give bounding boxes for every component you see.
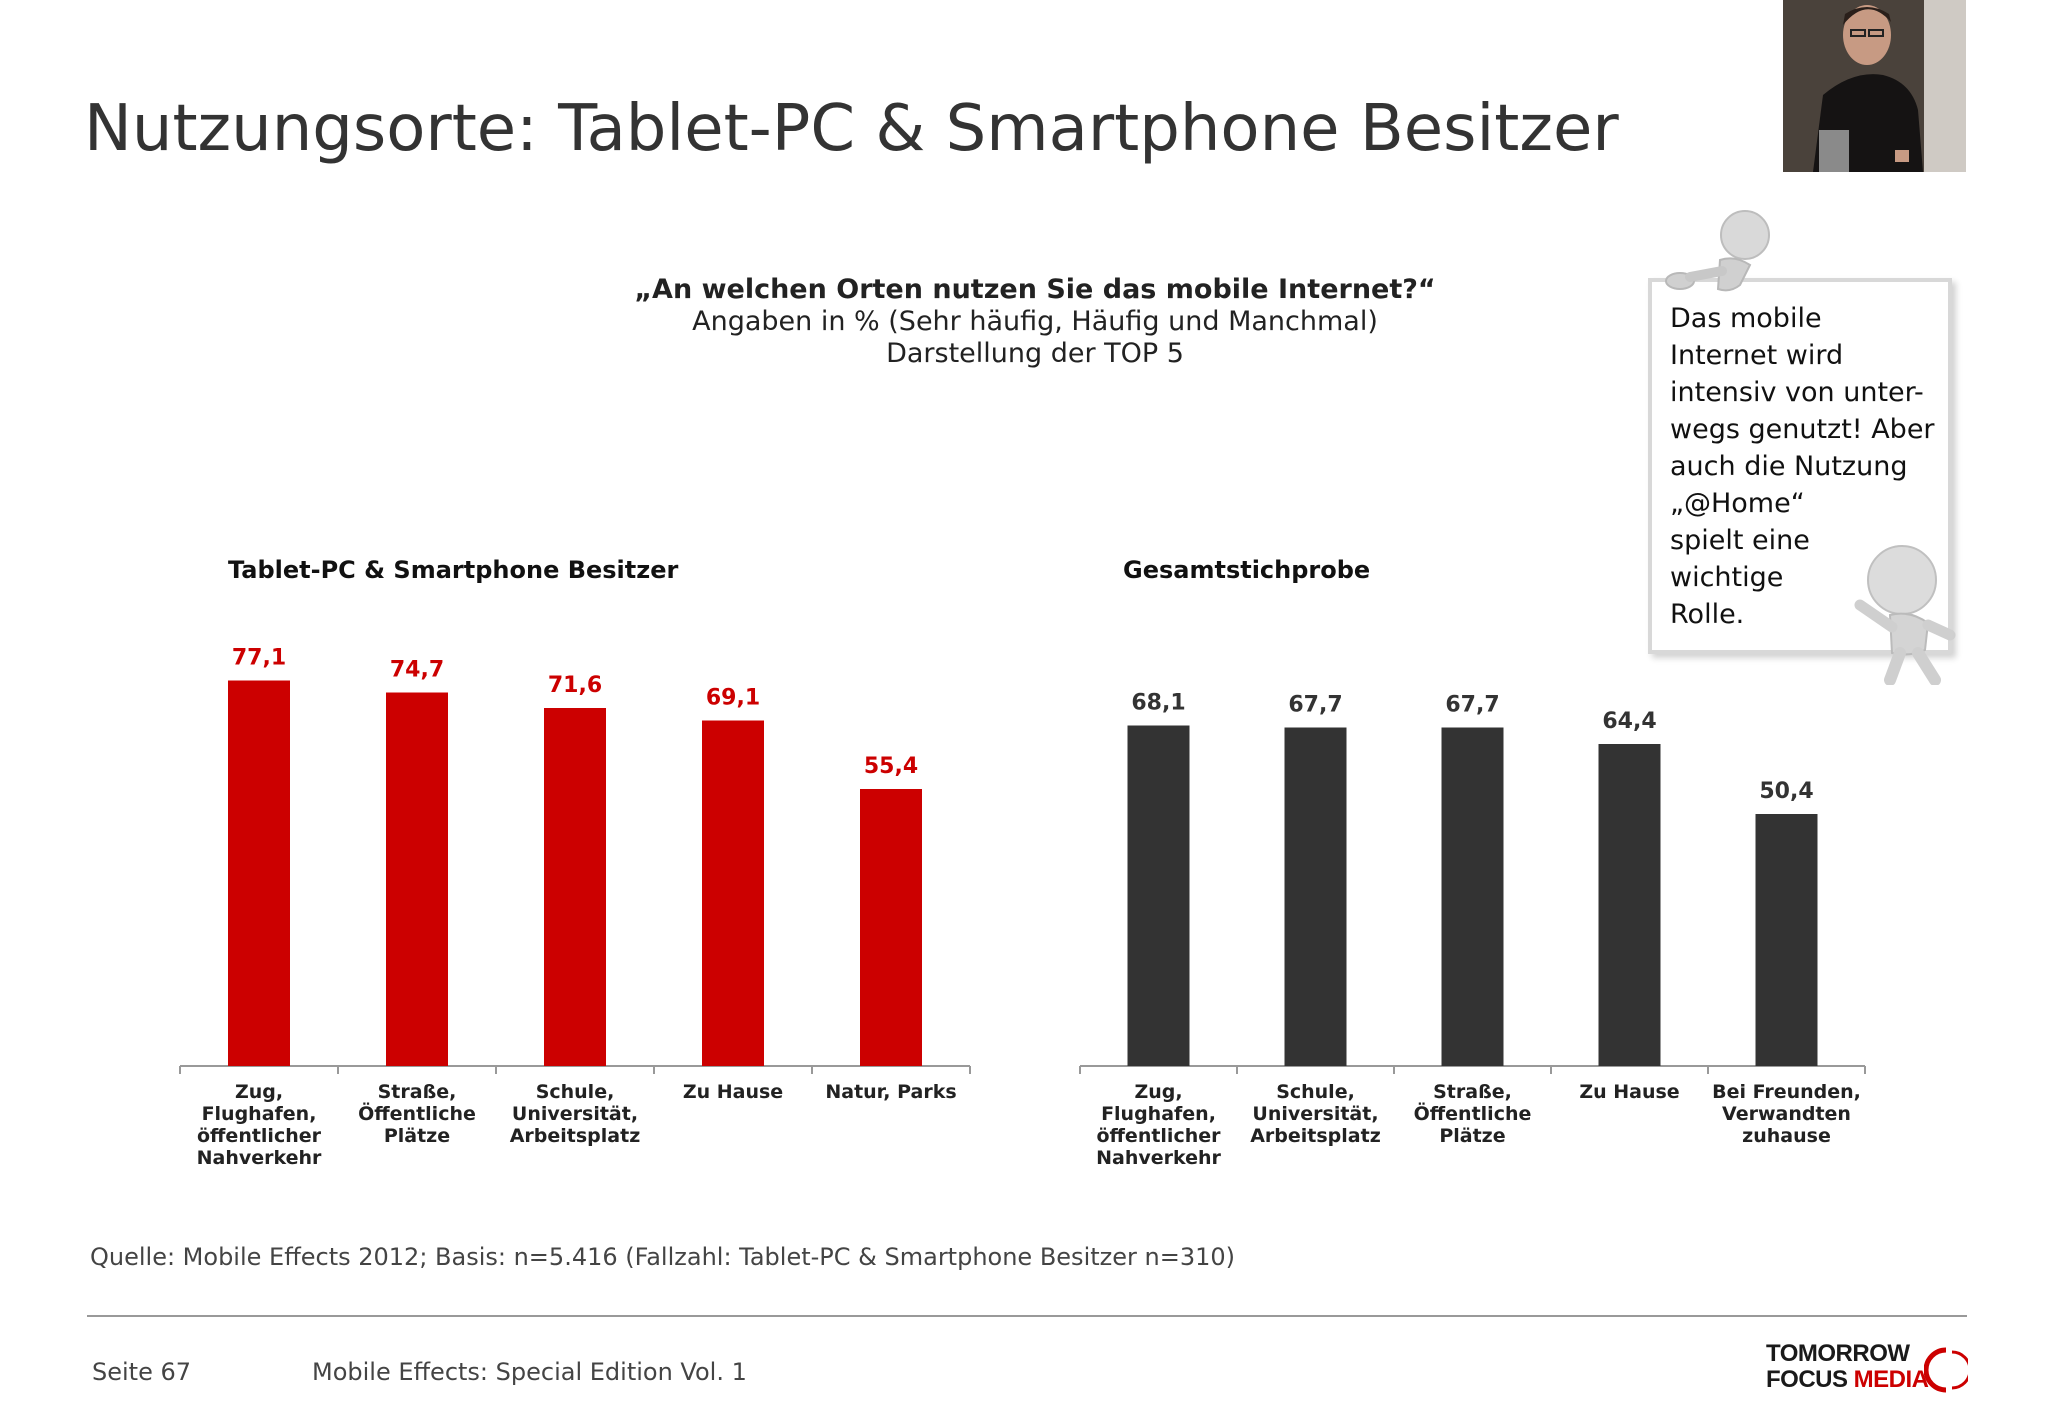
logo-media: MEDIA xyxy=(1853,1366,1929,1393)
logo-ring-icon xyxy=(1924,1347,1968,1393)
bar-value-label: 67,7 xyxy=(1288,693,1342,718)
category-label: Natur, Parks xyxy=(825,1081,957,1103)
question-subtitle: Angaben in % (Sehr häufig, Häufig und Ma… xyxy=(692,306,1378,337)
category-label: Zu Hause xyxy=(1579,1081,1680,1103)
company-logo: TOMORROW FOCUS MEDIA xyxy=(1766,1340,1968,1396)
chart-title-right: Gesamtstichprobe xyxy=(1123,556,1371,584)
bar xyxy=(1441,727,1504,1066)
bar-value-label: 71,6 xyxy=(548,673,602,698)
chart-left: 77,1 74,7 71,6 69,1 55,4 xyxy=(179,646,971,1074)
publication-name: Mobile Effects: Special Edition Vol. 1 xyxy=(312,1358,747,1386)
category-label: Straße, Öffentliche Plätze xyxy=(358,1081,476,1147)
bar xyxy=(1755,814,1818,1066)
category-label: Straße, Öffentliche Plätze xyxy=(1413,1081,1532,1147)
category-label: Zug, Flughafen, öffentlicher Nahverkehr xyxy=(1096,1081,1221,1169)
logo-line-1: TOMORROW xyxy=(1766,1340,1910,1367)
footer-divider xyxy=(87,1315,1967,1317)
logo-line-2: FOCUS MEDIA xyxy=(1766,1366,1929,1394)
bar xyxy=(1284,727,1347,1066)
survey-question: „An welchen Orten nutzen Sie das mobile … xyxy=(0,274,2048,370)
category-label: Schule, Universität, Arbeitsplatz xyxy=(1250,1081,1381,1147)
bar xyxy=(386,692,448,1066)
chart-title-left: Tablet-PC & Smartphone Besitzer xyxy=(228,556,679,584)
category-label: Schule, Universität, Arbeitsplatz xyxy=(509,1081,641,1147)
category-label: Zu Hause xyxy=(682,1081,784,1103)
bar xyxy=(702,720,764,1066)
bar-value-label: 69,1 xyxy=(706,686,760,711)
chart-right: 68,1 67,7 67,7 64,4 50,4 xyxy=(1079,691,1866,1074)
bar-value-label: 64,4 xyxy=(1602,709,1656,734)
source-note: Quelle: Mobile Effects 2012; Basis: n=5.… xyxy=(90,1243,1235,1271)
bar-value-label: 55,4 xyxy=(864,754,918,779)
figure-top-icon xyxy=(1665,210,1770,292)
logo-focus: FOCUS xyxy=(1766,1366,1848,1393)
bar xyxy=(1127,725,1190,1066)
page-title: Nutzungsorte: Tablet-PC & Smartphone Bes… xyxy=(84,92,1619,166)
bar-value-label: 50,4 xyxy=(1759,779,1813,804)
figure-bottom-icon xyxy=(1854,545,1956,685)
person-photo-illustration xyxy=(1783,0,1966,172)
person-photo xyxy=(1783,0,1966,172)
bar-value-label: 77,1 xyxy=(232,646,286,671)
question-text: „An welchen Orten nutzen Sie das mobile … xyxy=(634,274,1436,305)
page-number: Seite 67 xyxy=(92,1358,192,1386)
category-label: Zug, Flughafen, öffentlicher Nahverkehr xyxy=(196,1081,322,1169)
bar xyxy=(228,680,290,1066)
category-label: Bei Freunden, Verwandten zuhause xyxy=(1712,1081,1861,1147)
bar-value-label: 68,1 xyxy=(1131,691,1185,716)
question-note: Darstellung der TOP 5 xyxy=(886,338,1184,369)
note-text: Das mobile Internet wird intensiv von un… xyxy=(1670,303,1935,630)
bar-value-label: 67,7 xyxy=(1445,693,1499,718)
bar xyxy=(1598,744,1661,1066)
bar xyxy=(544,708,606,1066)
bar-value-label: 74,7 xyxy=(390,658,444,683)
bar xyxy=(860,789,922,1066)
